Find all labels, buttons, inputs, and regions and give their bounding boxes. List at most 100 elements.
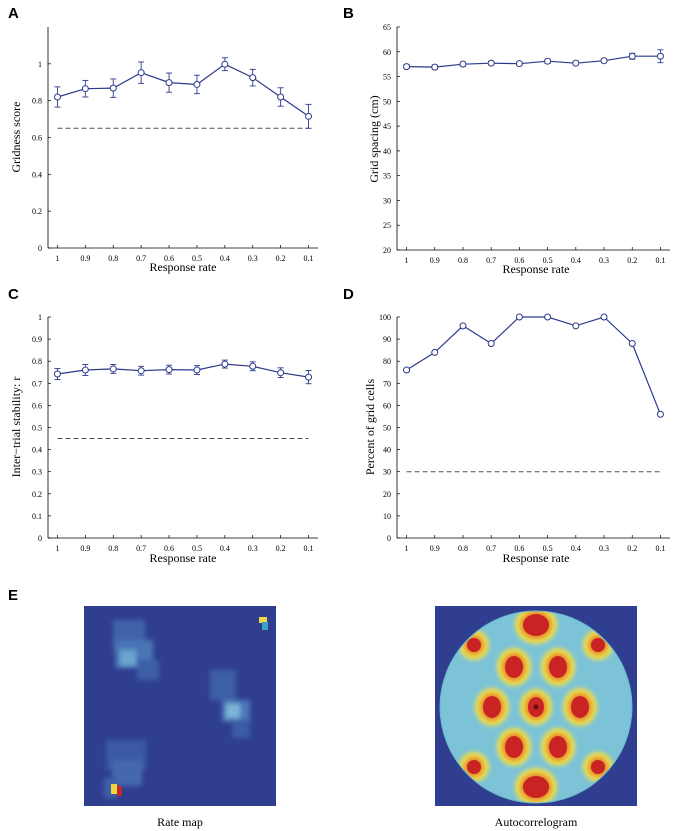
x-tick-label: 0.5 (192, 254, 202, 263)
y-tick-label: 0 (38, 534, 42, 543)
y-tick-label: 90 (383, 335, 391, 344)
y-tick-label: 30 (383, 196, 391, 205)
autocorrelogram-edge (439, 610, 633, 804)
x-tick-label: 0.5 (543, 256, 553, 265)
x-tick-label: 0.3 (248, 544, 258, 553)
x-tick-label: 0.7 (136, 544, 146, 553)
chart-gridness-score: 0 0.2 0.4 0.6 0.8 1 1 0.9 0.8 0.7 0.6 0.5 0.4 0.3 0.2 0… (9, 27, 318, 274)
data-point (403, 63, 411, 71)
data-point (656, 410, 664, 418)
y-tick-label: 45 (383, 122, 391, 131)
series-line (57, 363, 309, 378)
y-tick-label: 0.9 (32, 335, 42, 344)
data-point (403, 366, 411, 374)
x-tick-label: 0.1 (655, 544, 665, 553)
panel-letter-d: D (343, 286, 354, 303)
data-point (459, 60, 467, 68)
x-tick-label: 0.8 (458, 544, 468, 553)
data-point (487, 59, 495, 67)
x-tick-label: 0.7 (486, 544, 496, 553)
chart-inter-trial-stability: 0 0.1 0.2 0.3 0.4 0.5 0.6 0.7 0.8 0.9 1 1 0.9 0.8 0.7 0… (9, 313, 318, 565)
panel-letter-c: C (8, 286, 19, 303)
x-tick-label: 0.9 (430, 544, 440, 553)
peak-core (523, 776, 549, 798)
data-point (221, 360, 229, 368)
y-tick-label: 0 (387, 534, 391, 543)
data-point (81, 85, 89, 93)
x-tick-label: 0.1 (304, 544, 314, 553)
x-tick-label: 0.5 (543, 544, 553, 553)
x-axis-label: Response rate (150, 551, 217, 565)
autocorrelogram-caption: Autocorrelogram (495, 815, 578, 829)
x-tick-label: 0.6 (164, 254, 174, 263)
x-tick-label: 0.4 (220, 544, 230, 553)
y-tick-label: 70 (383, 379, 391, 388)
x-tick-label: 0.5 (192, 544, 202, 553)
y-tick-label: 0 (38, 244, 42, 253)
y-axis-label: Percent of grid cells (363, 379, 377, 476)
data-point (193, 366, 201, 374)
y-tick-label: 40 (383, 446, 391, 455)
y-tick-label: 1 (38, 313, 42, 322)
x-tick-label: 0.1 (655, 256, 665, 265)
x-tick-label: 1 (55, 544, 59, 553)
x-tick-label: 0.4 (220, 254, 230, 263)
rate-map-caption: Rate map (157, 815, 203, 829)
data-point (600, 57, 608, 65)
x-axis-label: Response rate (150, 260, 217, 274)
data-point (53, 93, 61, 101)
data-point (305, 373, 313, 381)
peak-core (591, 760, 605, 774)
x-tick-label: 0.9 (80, 254, 90, 263)
y-tick-label: 0.5 (32, 424, 42, 433)
data-point (628, 52, 636, 60)
y-tick-label: 0.2 (32, 207, 42, 216)
data-point (249, 362, 257, 370)
y-tick-label: 80 (383, 357, 391, 366)
x-tick-label: 0.2 (276, 254, 286, 263)
data-point (487, 340, 495, 348)
data-point (249, 74, 257, 82)
y-tick-label: 0.3 (32, 468, 42, 477)
peak-core (467, 638, 481, 652)
rate-map (84, 606, 276, 806)
x-axis-label: Response rate (503, 262, 570, 276)
data-point (628, 340, 636, 348)
data-point (81, 366, 89, 374)
data-point (572, 322, 580, 330)
x-tick-label: 1 (405, 544, 409, 553)
peak-core (549, 736, 567, 758)
x-tick-label: 0.7 (486, 256, 496, 265)
chart-percent-grid-cells: 0 10 20 30 40 50 60 70 80 90 100 1 0.9 0.8 0.7 0.6 0.5 0.… (363, 313, 670, 565)
y-tick-label: 0.7 (32, 379, 42, 388)
y-tick-label: 35 (383, 172, 391, 181)
autocorrelogram-peaks (459, 611, 613, 803)
x-tick-label: 1 (405, 256, 409, 265)
data-point (600, 313, 608, 321)
data-point (459, 322, 467, 330)
x-tick-label: 0.4 (571, 544, 581, 553)
data-point (137, 69, 145, 77)
x-tick-label: 0.3 (248, 254, 258, 263)
x-tick-label: 0.9 (80, 544, 90, 553)
x-tick-label: 0.1 (304, 254, 314, 263)
data-point (109, 84, 117, 92)
y-tick-label: 0.8 (32, 97, 42, 106)
y-tick-label: 100 (379, 313, 391, 322)
x-tick-label: 0.6 (164, 544, 174, 553)
data-point (656, 52, 664, 60)
x-tick-label: 0.2 (276, 544, 286, 553)
y-tick-label: 0.2 (32, 490, 42, 499)
y-tick-label: 0.1 (32, 512, 42, 521)
data-point (165, 79, 173, 87)
panel-letter-a: A (8, 5, 19, 22)
peak-core (523, 614, 549, 636)
data-point (109, 365, 117, 373)
x-tick-label: 0.3 (599, 544, 609, 553)
panel-letter-e: E (8, 587, 18, 604)
y-axis-label: Gridness score (9, 102, 23, 173)
y-axis-label: Grid spacing (cm) (367, 95, 381, 182)
y-axis-label: Inter−trial stability: r (9, 377, 23, 478)
data-point (277, 369, 285, 377)
x-tick-label: 0.2 (627, 256, 637, 265)
